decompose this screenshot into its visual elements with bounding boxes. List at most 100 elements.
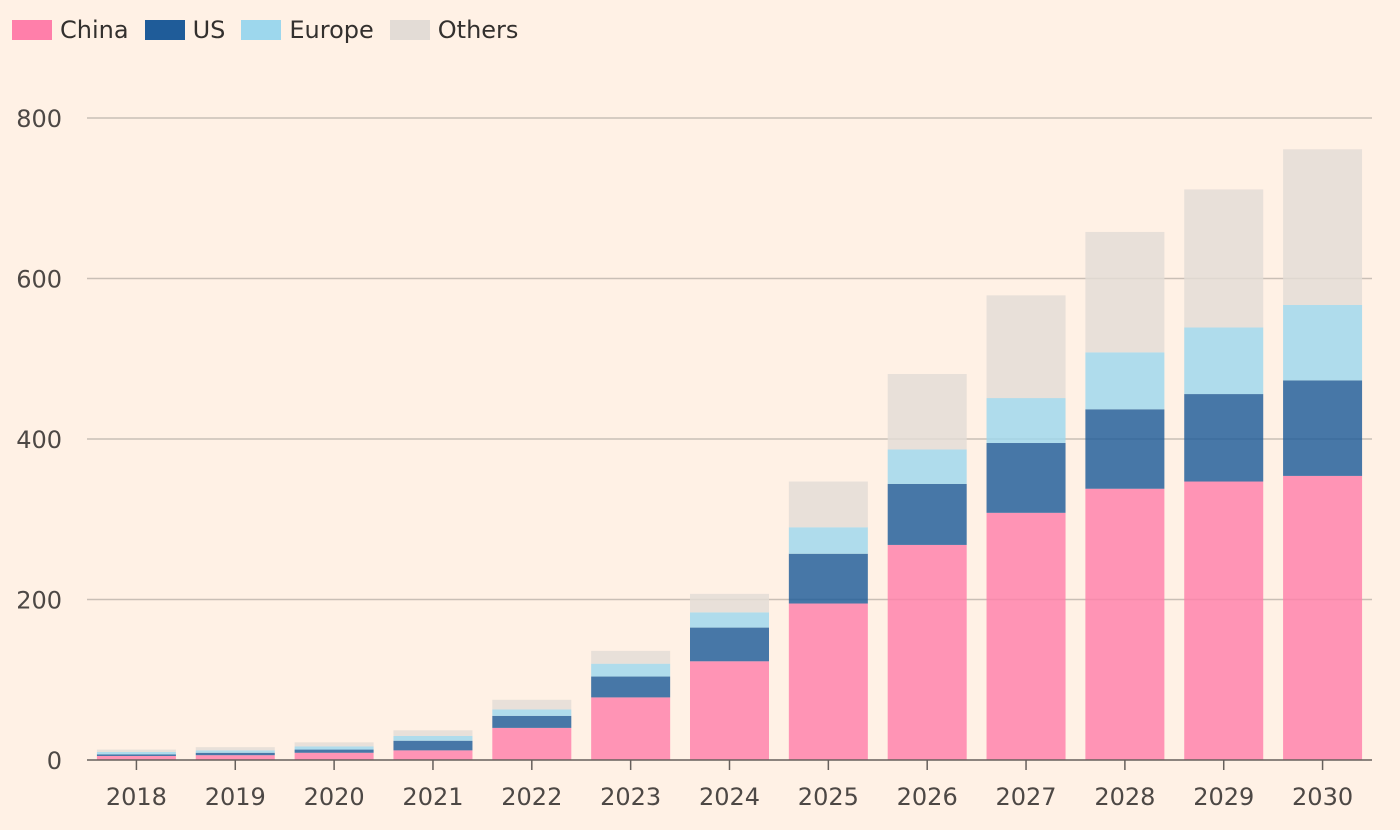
x-tick-label-2028: 2028 (1094, 783, 1155, 811)
x-tick-label-2029: 2029 (1193, 783, 1254, 811)
bar-europe-2024 (690, 612, 769, 628)
bar-china-2023 (591, 697, 671, 760)
bar-europe-2020 (294, 746, 374, 750)
bar-china-2021 (393, 750, 473, 760)
bar-others-2021 (393, 730, 473, 736)
bar-others-2020 (294, 742, 374, 747)
x-tick-label-2021: 2021 (402, 783, 463, 811)
bar-us-2020 (294, 749, 374, 753)
legend-label-china: China (60, 16, 129, 44)
legend-item-china: China (12, 18, 129, 42)
bar-china-2025 (788, 603, 868, 760)
bar-stack-2028 (1085, 231, 1165, 760)
bars (96, 149, 1363, 760)
bar-europe-2030 (1283, 304, 1363, 381)
legend-swatch-europe (241, 20, 282, 40)
bar-us-2019 (195, 752, 275, 756)
bar-others-2030 (1283, 149, 1363, 305)
bar-china-2019 (195, 755, 275, 760)
bar-us-2028 (1085, 409, 1165, 489)
x-tick-label-2030: 2030 (1292, 783, 1353, 811)
bar-stack-2019 (195, 747, 275, 760)
bar-china-2028 (1085, 488, 1165, 760)
bar-china-2030 (1283, 475, 1363, 760)
bar-stack-2030 (1283, 149, 1363, 760)
x-tick-label-2026: 2026 (897, 783, 958, 811)
legend-swatch-us (144, 20, 185, 40)
legend-item-others: Others (389, 18, 518, 42)
bar-others-2029 (1184, 189, 1264, 328)
bar-stack-2029 (1184, 189, 1264, 760)
bar-china-2027 (986, 512, 1066, 760)
bar-us-2026 (887, 483, 967, 545)
legend-item-europe: Europe (241, 16, 374, 44)
bar-stack-2025 (788, 481, 868, 760)
y-tick-label-400: 400 (16, 426, 62, 454)
bar-stack-2020 (294, 742, 374, 760)
bar-others-2019 (195, 747, 275, 751)
bar-stack-2022 (492, 699, 572, 760)
bar-stack-2024 (690, 593, 769, 760)
x-tick-label-2022: 2022 (501, 783, 562, 811)
bar-others-2023 (591, 650, 671, 664)
x-tick-label-2025: 2025 (798, 783, 859, 811)
bar-us-2023 (591, 676, 671, 698)
legend-label-europe: Europe (289, 16, 374, 44)
y-gridlines (87, 117, 1372, 601)
bar-us-2021 (393, 740, 473, 751)
bar-us-2027 (986, 443, 1066, 513)
bar-others-2027 (986, 295, 1066, 399)
x-tick-label-2027: 2027 (995, 783, 1056, 811)
bar-europe-2028 (1085, 352, 1165, 410)
bar-china-2022 (492, 727, 572, 760)
x-tick-labels: 2018 2019 2020 2021 2022 2023 2024 2025 2026 2027… (106, 760, 1353, 811)
bar-europe-2029 (1184, 327, 1264, 395)
bar-others-2028 (1085, 231, 1165, 353)
bar-stack-2027 (986, 295, 1066, 760)
bar-others-2025 (788, 481, 868, 528)
bar-europe-2022 (492, 709, 572, 716)
legend-label-us: US (192, 16, 226, 44)
legend-swatch-china (12, 20, 52, 40)
bar-us-2030 (1283, 380, 1363, 476)
y-tick-label-200: 200 (16, 587, 62, 615)
bar-stack-2023 (591, 650, 671, 760)
x-tick-label-2018: 2018 (106, 783, 167, 811)
bar-europe-2021 (393, 735, 473, 741)
x-tick-label-2019: 2019 (205, 783, 266, 811)
bar-us-2022 (492, 715, 572, 728)
bar-europe-2018 (96, 751, 176, 755)
bar-others-2024 (690, 593, 769, 613)
x-tick-label-2023: 2023 (600, 783, 661, 811)
bar-others-2022 (492, 699, 572, 710)
x-tick-label-2020: 2020 (304, 783, 365, 811)
bar-us-2025 (788, 553, 868, 604)
x-tick-label-2024: 2024 (699, 783, 760, 811)
bar-china-2024 (690, 661, 769, 760)
y-tick-label-0: 0 (47, 747, 62, 775)
bar-europe-2025 (788, 527, 868, 554)
legend-swatch-others (389, 20, 430, 40)
bar-others-2018 (96, 749, 176, 752)
bar-europe-2023 (591, 663, 671, 677)
bar-stack-2026 (887, 373, 967, 760)
bar-us-2018 (96, 754, 176, 756)
legend-item-us: US (144, 16, 226, 44)
bar-china-2029 (1184, 481, 1264, 760)
bar-us-2029 (1184, 394, 1264, 482)
y-tick-labels: 0 200 400 600 800 (16, 105, 62, 775)
bar-others-2026 (887, 373, 967, 450)
chart-legend: China US Europe Others (12, 14, 534, 46)
bar-europe-2026 (887, 449, 967, 484)
y-tick-label-800: 800 (16, 105, 62, 133)
bar-europe-2027 (986, 398, 1066, 444)
bar-china-2018 (96, 755, 176, 760)
bar-europe-2019 (195, 750, 275, 753)
bar-stack-2018 (96, 749, 176, 760)
bar-stack-2021 (393, 730, 473, 760)
bar-us-2024 (690, 627, 769, 662)
bar-china-2020 (294, 752, 374, 760)
y-tick-label-600: 600 (16, 266, 62, 294)
